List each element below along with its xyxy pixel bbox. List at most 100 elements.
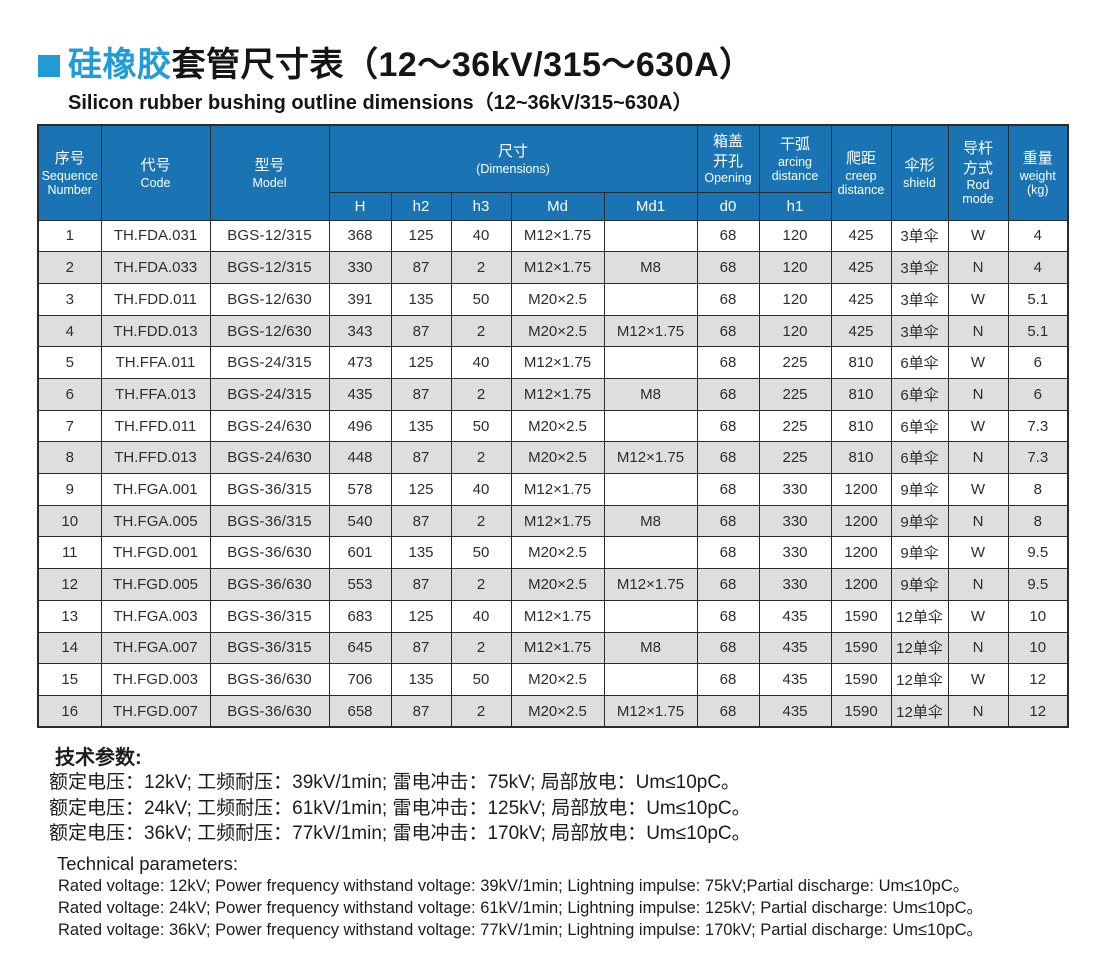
cell-h1: 330 [758, 504, 832, 538]
cell-H: 435 [328, 378, 392, 411]
cell-sequence: 10 [37, 504, 102, 538]
cell-code: TH.FGA.001 [100, 473, 211, 506]
col-header-rod-zh: 导杆 方式 [962, 140, 993, 177]
cell-H: 658 [328, 694, 392, 728]
subcol-header-h2: h2 [390, 191, 452, 221]
cell-h3: 2 [450, 568, 512, 601]
cell-weight: 9.5 [1007, 568, 1069, 601]
col-header-dimensions-zh: 尺寸 [497, 143, 528, 161]
cell-Md: M12×1.75 [510, 346, 605, 380]
col-header-code: 代号 Code [100, 124, 211, 221]
cell-model: BGS-24/315 [209, 346, 330, 380]
cell-Md1 [603, 599, 698, 633]
col-header-opening: 箱盖 开孔 Opening [696, 124, 760, 193]
cell-H: 553 [328, 568, 392, 601]
cell-sequence: 16 [37, 694, 102, 728]
table-row: 8 TH.FFD.013 BGS-24/630 448 87 2 M20×2.5… [37, 441, 1069, 475]
cell-code: TH.FGD.007 [100, 694, 211, 728]
cell-rod-mode: N [947, 568, 1009, 601]
cell-creep-distance: 1200 [830, 473, 892, 506]
cell-sequence: 9 [37, 473, 102, 506]
cell-weight: 10 [1007, 599, 1069, 633]
title-highlight: 硅橡胶 [68, 46, 172, 84]
cell-h3: 2 [450, 504, 512, 538]
cell-rod-mode: N [947, 631, 1009, 665]
tech-params-line-zh-36kv: 额定电压：36kV; 工频耐压：77kV/1min; 雷电冲击：170kV; 局… [49, 823, 751, 845]
cell-model: BGS-12/630 [209, 282, 330, 316]
cell-h3: 2 [450, 251, 512, 284]
cell-weight: 12 [1007, 663, 1069, 696]
table-header: 序号 Sequence Number 代号 Code 型号 Model 尺寸 (… [37, 124, 1069, 221]
table-row: 13 TH.FGA.003 BGS-36/315 683 125 40 M12×… [37, 599, 1069, 633]
cell-rod-mode: W [947, 663, 1009, 696]
cell-model: BGS-36/315 [209, 599, 330, 633]
cell-H: 448 [328, 441, 392, 475]
col-header-arcing-en: arcing distance [771, 154, 819, 183]
cell-sequence: 13 [37, 599, 102, 633]
cell-code: TH.FFD.011 [100, 409, 211, 443]
col-header-weight-zh: 重量 [1022, 150, 1053, 168]
cell-weight: 7.3 [1007, 441, 1069, 475]
cell-model: BGS-24/315 [209, 378, 330, 411]
cell-d0: 68 [696, 599, 760, 633]
table-row: 7 TH.FFD.011 BGS-24/630 496 135 50 M20×2… [37, 409, 1069, 443]
cell-sequence: 7 [37, 409, 102, 443]
cell-code: TH.FDA.033 [100, 251, 211, 284]
col-header-shield: 伞形 shield [890, 124, 949, 221]
cell-H: 473 [328, 346, 392, 380]
subcol-header-h1: h1 [758, 191, 832, 221]
subcol-header-d0: d0 [696, 191, 760, 221]
cell-Md1: M8 [603, 631, 698, 665]
col-header-creep: 爬距 creep distance [830, 124, 892, 221]
cell-model: BGS-12/315 [209, 251, 330, 284]
title-rest: 套管尺寸表（12～36kV/315～630A） [171, 46, 754, 84]
col-header-rod-en: Rod mode [962, 178, 994, 207]
table-row: 1 TH.FDA.031 BGS-12/315 368 125 40 M12×1… [37, 219, 1069, 253]
cell-Md: M20×2.5 [510, 282, 605, 316]
cell-weight: 6 [1007, 378, 1069, 411]
cell-code: TH.FFD.013 [100, 441, 211, 475]
subcol-header-h3: h3 [450, 191, 512, 221]
cell-h1: 435 [758, 631, 832, 665]
cell-weight: 12 [1007, 694, 1069, 728]
cell-H: 496 [328, 409, 392, 443]
technical-parameters-section: 技术参数: 额定电压：12kV; 工频耐压：39kV/1min; 雷电冲击：75… [46, 741, 1103, 941]
col-header-model-zh: 型号 [254, 157, 285, 175]
cell-model: BGS-24/630 [209, 409, 330, 443]
cell-d0: 68 [696, 282, 760, 316]
cell-Md1 [603, 346, 698, 380]
cell-Md1 [603, 663, 698, 696]
cell-rod-mode: W [947, 346, 1009, 380]
col-header-dimensions-group: 尺寸 (Dimensions) [328, 124, 698, 193]
cell-code: TH.FDD.011 [100, 282, 211, 316]
col-header-code-en: Code [140, 175, 171, 190]
col-header-opening-zh: 箱盖 开孔 [712, 133, 743, 170]
cell-Md1: M12×1.75 [603, 441, 698, 475]
tech-params-line-en-12kv: Rated voltage: 12kV; Power frequency wit… [58, 876, 970, 895]
cell-H: 391 [328, 282, 392, 316]
cell-h1: 225 [758, 346, 832, 380]
page-title: 硅橡胶套管尺寸表（12～36kV/315～630A） [38, 46, 1103, 85]
cell-H: 578 [328, 473, 392, 506]
table-row: 9 TH.FGA.001 BGS-36/315 578 125 40 M12×1… [37, 473, 1069, 506]
page-subtitle: Silicon rubber bushing outline dimension… [68, 92, 693, 115]
cell-weight: 5.1 [1007, 282, 1069, 316]
cell-h2: 125 [390, 219, 452, 253]
cell-H: 368 [328, 219, 392, 253]
cell-d0: 68 [696, 536, 760, 570]
col-header-code-zh: 代号 [140, 157, 171, 175]
cell-d0: 68 [696, 219, 760, 253]
tech-params-title-zh: 技术参数: [55, 747, 142, 770]
cell-sequence: 4 [37, 314, 102, 348]
cell-H: 645 [328, 631, 392, 665]
cell-Md1 [603, 473, 698, 506]
cell-weight: 8 [1007, 504, 1069, 538]
cell-h3: 40 [450, 346, 512, 380]
subcol-header-Md1: Md1 [603, 191, 698, 221]
cell-Md: M20×2.5 [510, 441, 605, 475]
cell-creep-distance: 810 [830, 346, 892, 380]
col-header-sequence-zh: 序号 [54, 150, 85, 168]
cell-d0: 68 [696, 378, 760, 411]
cell-h3: 50 [450, 536, 512, 570]
cell-shield: 9单伞 [890, 536, 949, 570]
